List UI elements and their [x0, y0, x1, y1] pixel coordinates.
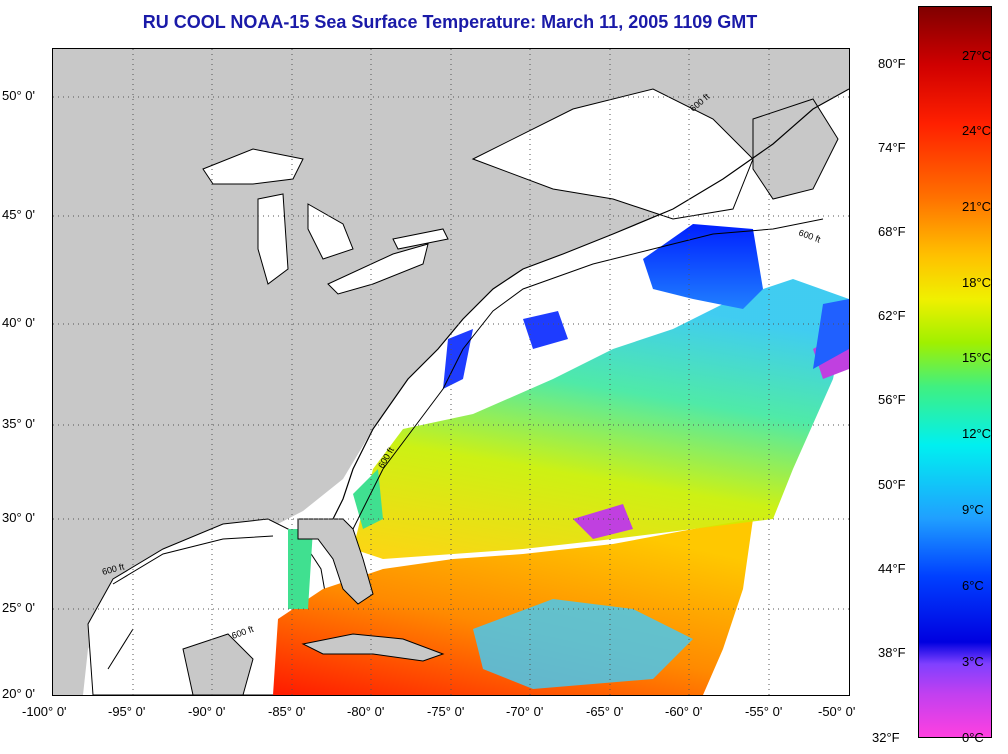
colorbar-c-label: 12°C: [962, 426, 992, 441]
colorbar-c-label: 0°C: [962, 730, 984, 745]
lat-label: 45° 0': [2, 207, 35, 222]
lon-label: -85° 0': [268, 704, 306, 719]
colorbar-f-label: 50°F: [878, 477, 906, 492]
colorbar-c-label: 18°C: [962, 275, 992, 290]
colorbar-c-label: 9°C: [962, 502, 984, 517]
cuba: [301, 633, 445, 662]
sst-florida-coast: [288, 469, 383, 609]
colorbar-c-label: 21°C: [962, 199, 992, 214]
colorbar-f-label: 74°F: [878, 140, 906, 155]
lon-label: -95° 0': [108, 704, 146, 719]
lon-label: -100° 0': [22, 704, 67, 719]
coastline: [332, 88, 849, 520]
great-lakes: [202, 148, 449, 295]
sst-cold-patch: [523, 311, 568, 349]
sst-east-edge: [813, 299, 849, 369]
lat-label: 25° 0': [2, 600, 35, 615]
yucatan: [182, 633, 254, 695]
colorbar-c-label: 24°C: [962, 123, 992, 138]
colorbar-c-label: 27°C: [962, 48, 992, 63]
lon-label: -65° 0': [586, 704, 624, 719]
lon-label: -90° 0': [188, 704, 226, 719]
colorbar-f-label: 62°F: [878, 308, 906, 323]
florida: [297, 518, 374, 605]
lon-label: -50° 0': [818, 704, 856, 719]
lat-label: 50° 0': [2, 88, 35, 103]
colorbar-f-label: 80°F: [878, 56, 906, 71]
lat-label: 30° 0': [2, 510, 35, 525]
sst-map: 600 ft 600 ft 600 ft 600 ft 600 ft: [53, 49, 849, 695]
colorbar-f-label: 38°F: [878, 645, 906, 660]
lon-label: -75° 0': [427, 704, 465, 719]
lat-label: 40° 0': [2, 315, 35, 330]
colorbar-c-label: 3°C: [962, 654, 984, 669]
colorbar-f-label: 68°F: [878, 224, 906, 239]
colorbar-c-label: 6°C: [962, 578, 984, 593]
colorbar: [918, 6, 992, 738]
lat-label: 20° 0': [2, 686, 35, 701]
isobath-600ft: [107, 218, 824, 670]
colorbar-c-label: 15°C: [962, 350, 992, 365]
map-frame: 600 ft 600 ft 600 ft 600 ft 600 ft: [52, 48, 850, 696]
sst-cold-shelf: [643, 224, 763, 309]
gulf-st-lawrence: [471, 88, 754, 220]
lon-label: -70° 0': [506, 704, 544, 719]
lon-label: -55° 0': [745, 704, 783, 719]
sst-cool-patch: [473, 599, 693, 689]
map-title: RU COOL NOAA-15 Sea Surface Temperature:…: [142, 12, 758, 32]
colorbar-f-label: 56°F: [878, 392, 906, 407]
colorbar-f-label: 44°F: [878, 561, 906, 576]
lat-label: 35° 0': [2, 416, 35, 431]
newfoundland: [752, 98, 839, 200]
colorbar-f-label: 32°F: [872, 730, 900, 745]
lon-label: -60° 0': [665, 704, 703, 719]
isobath-label: 600 ft: [688, 91, 712, 113]
lon-label: -80° 0': [347, 704, 385, 719]
sst-mid-band: [353, 279, 849, 559]
